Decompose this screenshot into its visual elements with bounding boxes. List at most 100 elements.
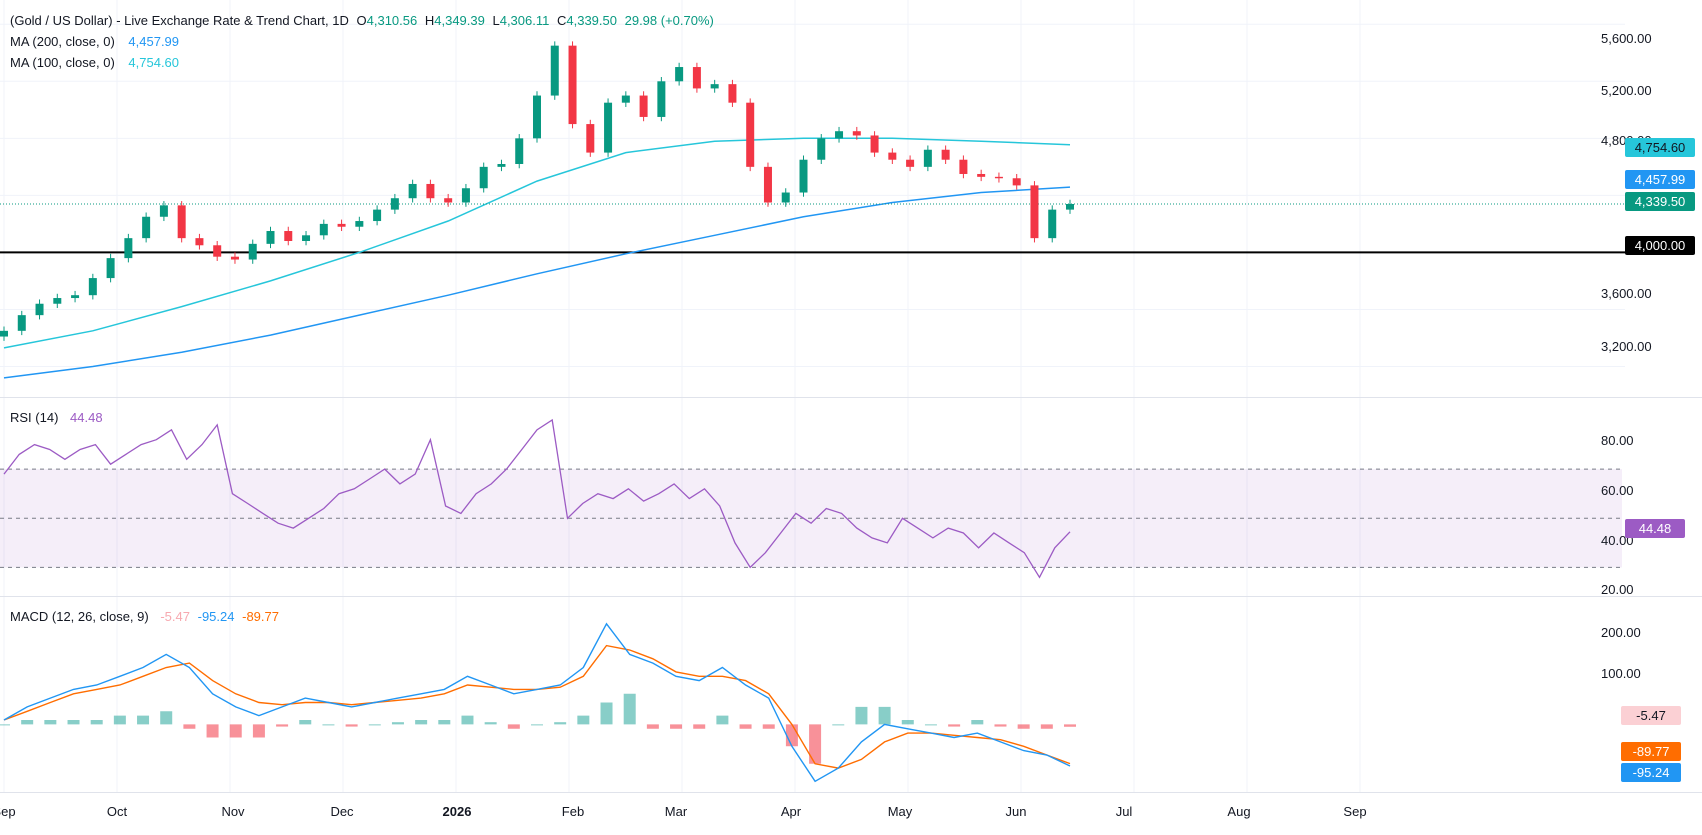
macd-histogram-bar: [855, 706, 868, 725]
candle-body: [906, 159, 915, 167]
macd-histogram-bar: [762, 724, 775, 729]
candle-body: [319, 223, 328, 236]
candle-body: [586, 124, 595, 153]
macd-histogram-bar: [646, 724, 659, 729]
macd-signal-value: -89.77: [242, 609, 279, 624]
time-label-2026: 2026: [442, 804, 472, 819]
macd-tick-100: 100.00: [1601, 666, 1641, 681]
time-label-mar: Mar: [664, 804, 688, 819]
ma200-price-tag: 4,457.99: [1625, 170, 1695, 189]
macd-histogram-bar: [67, 720, 80, 725]
rsi-tick-80: 80.00: [1601, 433, 1634, 448]
time-label-jul: Jul: [1115, 804, 1133, 819]
macd-histogram-bar: [693, 724, 706, 729]
last-price-tag: 4,339.50: [1625, 192, 1695, 211]
ma100-value: 4,754.60: [128, 55, 180, 70]
macd-histogram-bar: [415, 720, 428, 725]
pane-separator-price-rsi[interactable]: [0, 397, 1702, 398]
ma200-legend[interactable]: MA (200, close, 0) 4,457.99: [10, 34, 183, 50]
price-tick-3200: 3,200.00: [1601, 339, 1652, 354]
macd-histogram-bar: [878, 706, 891, 725]
ohlc-change: 29.98 (+0.70%): [624, 13, 714, 28]
macd-histogram-bar: [1017, 724, 1030, 729]
macd-histogram-bar: [577, 715, 590, 725]
macd-histogram-bar: [971, 720, 984, 725]
macd-label: MACD (12, 26, close, 9): [10, 609, 149, 624]
macd-signal-line: [3, 644, 1071, 769]
ma100-legend[interactable]: MA (100, close, 0) 4,754.60: [10, 55, 183, 71]
candle-body: [355, 221, 364, 227]
ma200-label: MA (200, close, 0): [10, 34, 115, 49]
macd-tick-200: 200.00: [1601, 625, 1641, 640]
candle-body: [88, 278, 97, 296]
candle-body: [728, 84, 737, 103]
macd-histogram-bar: [368, 724, 381, 726]
candle-body: [497, 164, 506, 167]
macd-histogram-bar: [391, 722, 404, 725]
candle-body: [124, 238, 133, 259]
ohlc-high-label: H: [424, 13, 435, 28]
candle-body: [941, 149, 950, 160]
candle-body: [302, 235, 311, 241]
macd-histogram-bar: [137, 715, 150, 725]
time-label-sep: Sep: [0, 804, 16, 819]
candle-body: [692, 67, 701, 89]
macd-value-tag: -95.24: [1621, 763, 1681, 782]
macd-histogram-bar: [183, 724, 196, 729]
candle-body: [923, 149, 932, 167]
rsi-value: 44.48: [70, 410, 103, 425]
macd-histogram-bar: [206, 724, 219, 738]
candle-body: [426, 183, 435, 199]
candle-body: [390, 198, 399, 210]
macd-legend[interactable]: MACD (12, 26, close, 9) -5.47 -95.24 -89…: [10, 609, 283, 625]
macd-histogram-bar: [901, 720, 914, 725]
pane-separator-rsi-macd[interactable]: [0, 596, 1702, 597]
macd-histogram-bar: [160, 711, 173, 725]
candle-body: [53, 298, 62, 304]
ma100-line: [3, 137, 1071, 349]
time-axis-separator: [0, 792, 1702, 793]
time-label-aug: Aug: [1227, 804, 1251, 819]
ohlc-close: 4,339.50: [566, 13, 617, 28]
candle-body: [959, 159, 968, 174]
macd-histogram-bar: [461, 715, 474, 725]
candle-body: [461, 188, 470, 203]
time-label-sep-2: Sep: [1343, 804, 1367, 819]
candle-body: [817, 138, 826, 160]
candle-body: [106, 258, 115, 279]
candle-body: [763, 166, 772, 203]
rsi-legend[interactable]: RSI (14) 44.48: [10, 410, 107, 426]
ma100-price-tag: 4,754.60: [1625, 138, 1695, 157]
candle-body: [675, 67, 684, 82]
macd-histogram-bar: [809, 724, 822, 764]
ohlc-open-label: O: [356, 13, 367, 28]
price-tick-3600: 3,600.00: [1601, 286, 1652, 301]
candle-body: [1066, 203, 1074, 210]
candle-body: [213, 245, 222, 257]
time-label-may: May: [887, 804, 913, 819]
symbol-title[interactable]: (Gold / US Dollar) - Live Exchange Rate …: [10, 13, 349, 28]
candle-body: [870, 135, 879, 153]
macd-histogram-bar: [994, 724, 1007, 727]
price-tick-5600: 5,600.00: [1601, 31, 1652, 46]
macd-histogram-bar: [90, 720, 103, 725]
rsi-label: RSI (14): [10, 410, 59, 425]
main-legend: (Gold / US Dollar) - Live Exchange Rate …: [10, 13, 718, 29]
macd-histogram-bar: [600, 702, 613, 725]
macd-histogram-bar: [299, 720, 312, 725]
candle-body: [373, 209, 382, 222]
macd-histogram-bar: [531, 724, 543, 726]
macd-histogram-bar: [44, 720, 57, 725]
candle-body: [142, 216, 151, 239]
macd-histogram-bar: [0, 724, 10, 726]
macd-histogram-bar: [670, 724, 683, 729]
macd-histogram-bar: [113, 715, 126, 725]
ma200-line: [3, 186, 1071, 379]
candle-body: [746, 102, 755, 167]
ohlc-open: 4,310.56: [366, 13, 418, 28]
macd-histogram-bar: [623, 693, 636, 725]
candle-body: [0, 330, 8, 337]
time-label-oct: Oct: [106, 804, 128, 819]
